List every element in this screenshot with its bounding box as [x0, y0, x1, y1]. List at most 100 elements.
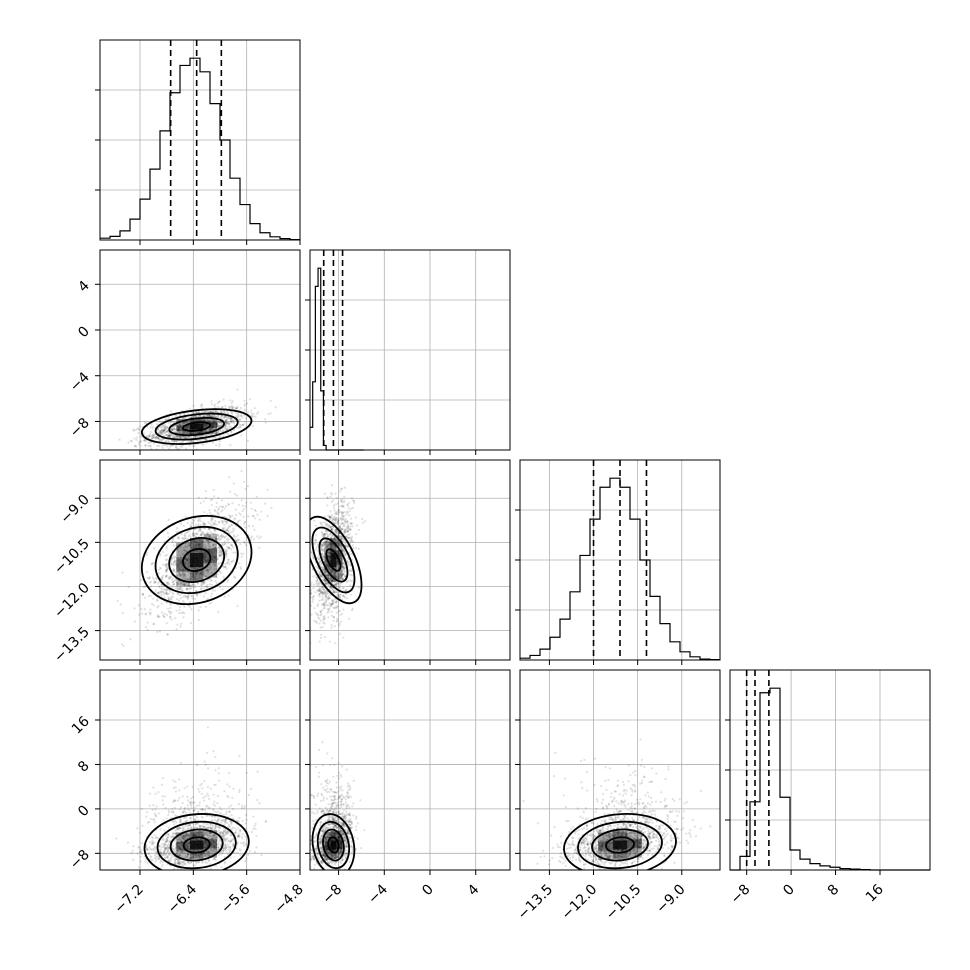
scatter-point [322, 604, 326, 607]
scatter-point [178, 431, 181, 434]
scatter-point [326, 611, 329, 614]
scatter-point [192, 444, 196, 447]
scatter-point [163, 852, 166, 855]
density-cell [203, 562, 218, 578]
scatter-point [225, 428, 228, 431]
scatter-point [333, 530, 336, 533]
scatter-point [337, 542, 340, 545]
scatter-point [179, 581, 183, 584]
scatter-point [336, 605, 339, 608]
scatter-point [224, 549, 227, 552]
scatter-point [171, 835, 174, 839]
scatter-point [202, 523, 205, 526]
scatter-point [315, 582, 318, 586]
scatter-point [201, 583, 204, 587]
scatter-point [342, 568, 345, 571]
scatter-point [203, 511, 206, 514]
scatter-point [213, 528, 216, 532]
scatter-point [330, 626, 333, 629]
scatter-point [328, 577, 331, 581]
scatter-point [164, 570, 168, 573]
scatter-point [173, 436, 176, 439]
scatter-point [322, 592, 325, 595]
scatter-point [335, 540, 339, 543]
scatter-point [151, 436, 154, 439]
scatter-point [330, 624, 333, 627]
scatter-point [211, 517, 214, 520]
scatter-point [168, 577, 171, 580]
scatter-point [175, 584, 179, 587]
scatter-point [316, 578, 319, 582]
scatter-point [209, 428, 212, 431]
scatter-point [169, 606, 172, 610]
scatter-point [157, 585, 161, 588]
scatter-point [317, 572, 321, 575]
scatter-point [187, 577, 190, 580]
scatter-point [354, 546, 358, 550]
scatter-point [185, 421, 189, 424]
contour-line [168, 416, 225, 437]
scatter-point [341, 566, 344, 569]
scatter-point [209, 511, 212, 514]
scatter-point [210, 519, 213, 522]
scatter-point [220, 538, 223, 541]
scatter-point [326, 504, 329, 507]
scatter-point [204, 546, 207, 549]
scatter-point [336, 532, 339, 535]
scatter-point [166, 839, 169, 842]
scatter-point [209, 433, 212, 437]
scatter-point [186, 530, 189, 534]
scatter-point [332, 606, 335, 609]
scatter-point [157, 568, 160, 572]
scatter-point [341, 521, 344, 525]
scatter-point [322, 549, 325, 552]
density-cell [176, 431, 190, 438]
density-cell [176, 419, 190, 426]
scatter-point [208, 563, 212, 567]
scatter-point [187, 542, 190, 546]
scatter-panel-2-1 [305, 459, 511, 665]
scatter-point [162, 563, 165, 566]
scatter-point [165, 426, 169, 429]
scatter-point [342, 561, 345, 565]
scatter-point [330, 514, 334, 517]
scatter-point [163, 615, 166, 618]
scatter-point [339, 526, 342, 530]
scatter-point [225, 505, 228, 508]
scatter-point [168, 851, 172, 854]
x-tick-label: −8 [728, 882, 754, 908]
scatter-point [343, 528, 346, 531]
scatter-point [250, 415, 253, 418]
scatter-point [181, 436, 184, 439]
scatter-point [212, 488, 215, 492]
histogram-panel-2 [515, 459, 721, 665]
scatter-point [330, 614, 333, 617]
scatter-point [210, 433, 213, 436]
scatter-point [199, 439, 202, 442]
scatter-point [327, 576, 330, 579]
scatter-point [159, 590, 162, 594]
scatter-point [187, 441, 190, 444]
scatter-point [340, 575, 343, 578]
scatter-point [320, 586, 323, 589]
scatter-point [343, 524, 346, 527]
scatter-point [322, 535, 325, 538]
panel-frame [99, 459, 301, 661]
scatter-point [162, 428, 165, 432]
scatter-point [205, 410, 208, 413]
scatter-point [350, 580, 353, 583]
scatter-point [130, 440, 133, 443]
scatter-point [237, 415, 240, 418]
scatter-point [167, 592, 170, 596]
scatter-point [323, 617, 326, 620]
scatter-point [207, 568, 210, 571]
scatter-point [234, 535, 237, 539]
scatter-point [330, 500, 333, 504]
scatter-point [248, 524, 251, 528]
scatter-point [324, 540, 327, 543]
scatter-point [335, 531, 338, 534]
scatter-point [202, 438, 205, 441]
histogram-step [730, 687, 930, 871]
scatter-point [183, 583, 186, 587]
scatter-point [174, 439, 177, 443]
